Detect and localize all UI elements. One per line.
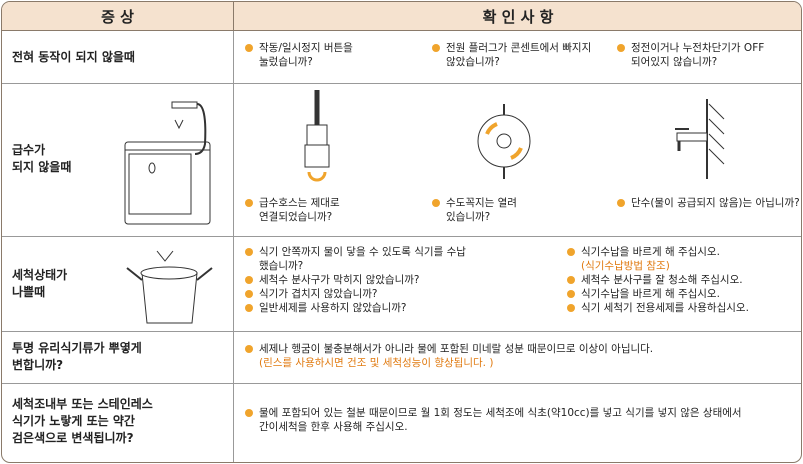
check-item: 정전이거나 누전차단기가 OFF 되어있지 않습니까? — [617, 41, 791, 69]
check-item: 단수(물이 공급되지 않음)는 아닙니까? — [617, 196, 801, 210]
symptom-line: 세척상태가 — [12, 268, 68, 282]
symptom-line: 세척조내부 또는 스테인레스 — [12, 397, 153, 411]
check-item: 급수호스는 제대로 연결되었습니까? — [245, 196, 409, 224]
dishwasher-illustration — [124, 101, 211, 225]
symptom-line: 나쁠때 — [12, 285, 46, 299]
check-item: 수도꼭지는 열려 있습니까? — [432, 196, 546, 224]
check-item: 식기 안쪽까지 물이 닿을 수 있도록 식기를 수납 했습니까? — [245, 245, 509, 273]
check-note: (린스를 사용하시면 건조 및 세척성능이 향상됩니다. ) — [259, 357, 494, 369]
symptom: 전혀 동작이 되지 않을때 — [12, 49, 135, 66]
remedy-item: 식기 세척기 전용세제를 사용하십시오. — [567, 301, 801, 315]
header-symptom: 증 상 — [2, 2, 233, 31]
hose-illustration — [304, 90, 330, 182]
remedy-item: 식기수납을 바르게 해 주십시오. — [567, 287, 801, 301]
remedy-item: 세척수 분사구를 잘 청소해 주십시오. — [567, 273, 801, 287]
symptom-line: 전혀 동작이 되지 않을때 — [12, 50, 135, 64]
remedy-note: (식기수납방법 참조) — [581, 260, 670, 272]
faucet-valve-illustration — [477, 104, 531, 179]
check-item: 세척수 분사구가 막히지 않았습니까? — [245, 273, 539, 287]
wall-faucet-illustration — [675, 99, 725, 179]
check-item: 세제나 헹굼이 불충분해서가 아니라 물에 포함된 미네랄 성분 때문이므로 이… — [245, 342, 799, 356]
symptom-line: 변합니까? — [12, 358, 64, 372]
check-item: 일반세제를 사용하지 않았습니까? — [245, 301, 539, 315]
symptom-line: 검은색으로 변색됩니까? — [12, 431, 134, 445]
row: 세척조내부 또는 스테인레스 식기가 노랗게 또는 약간 검은색으로 변색됩니까? … — [2, 384, 801, 462]
symptom-line: 투명 유리식기류가 뿌옇게 — [12, 341, 142, 355]
header-check: 확 인 사 항 — [233, 2, 801, 31]
dirty-dishes-illustration — [126, 250, 213, 324]
remedy-item: 식기수납을 바르게 해 주십시오. — [567, 245, 801, 259]
check-item: 전원 플러그가 콘센트에서 빠지지 않았습니까? — [432, 41, 596, 69]
check-item: 식기가 겹치지 않았습니까? — [245, 287, 539, 301]
symptom-line: 식기가 노랗게 또는 약간 — [12, 414, 135, 428]
check-item: 물에 포함되어 있는 철분 때문이므로 월 1회 정도는 세척조에 식초(약10… — [245, 406, 779, 434]
symptom-line: 급수가 — [12, 143, 46, 157]
check-item: 작동/일시정지 버튼을 눌렀습니까? — [245, 41, 399, 69]
symptom-line: 되지 않을때 — [12, 160, 72, 174]
row: 전혀 동작이 되지 않을때 작동/일시정지 버튼을 눌렀습니까? 전원 플러그가… — [2, 31, 801, 84]
